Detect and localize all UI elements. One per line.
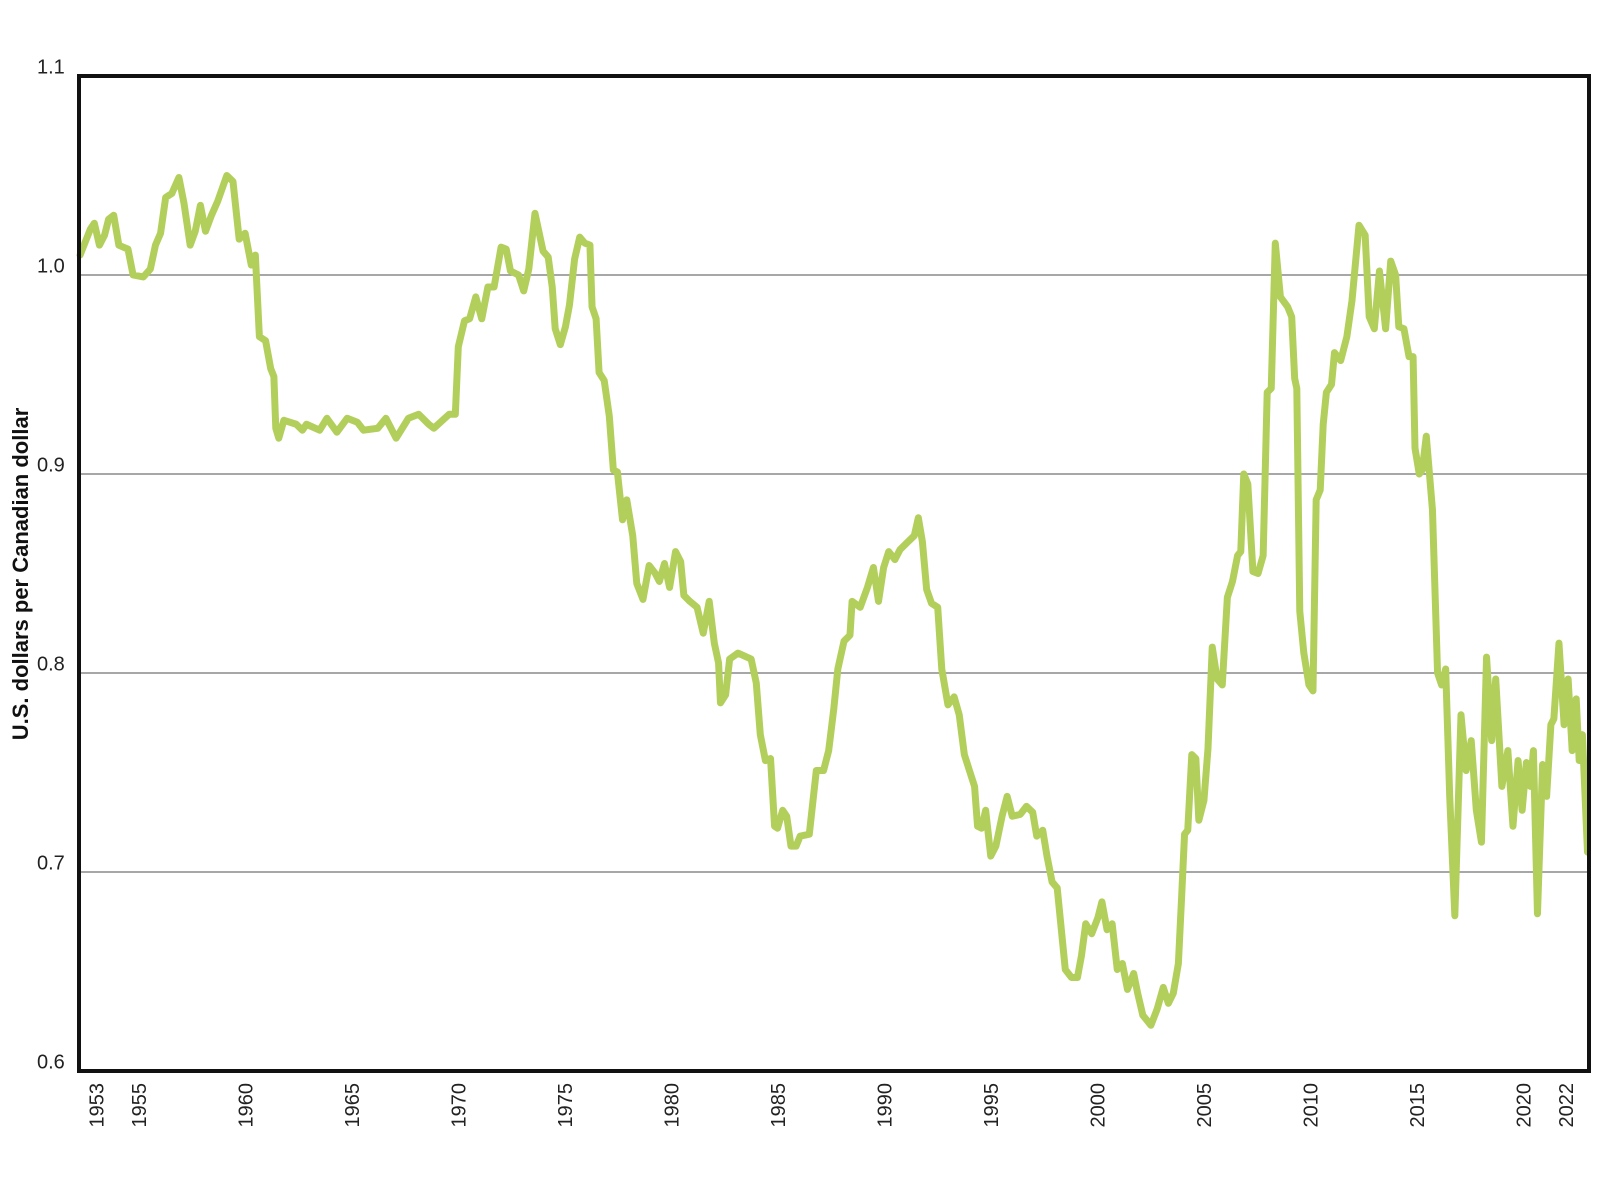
x-tick-label: 1995	[981, 1083, 1003, 1128]
y-axis-label: U.S. dollars per Canadian dollar	[8, 407, 33, 740]
y-tick-label: 0.8	[37, 653, 65, 675]
x-tick-label: 1975	[555, 1083, 577, 1128]
x-tick-label: 1990	[874, 1083, 896, 1128]
x-tick-label: 1955	[129, 1083, 151, 1128]
x-tick-label: 1970	[449, 1083, 471, 1128]
tick-labels: 0.6 0.7 0.8 0.9 1.0 1.1 1953 1955 1960 1965 1970 19…	[37, 56, 1578, 1127]
x-tick-label: 1980	[661, 1083, 683, 1128]
x-tick-label: 2020	[1513, 1083, 1535, 1128]
plot-area	[76, 172, 1592, 1029]
x-tick-label: 2010	[1300, 1083, 1322, 1128]
x-tick-label: 2005	[1194, 1083, 1216, 1128]
y-tick-label: 0.6	[37, 1051, 65, 1073]
x-tick-label: 1985	[768, 1083, 790, 1128]
x-tick-label: 1953	[86, 1083, 108, 1128]
y-tick-label: 0.7	[37, 852, 65, 874]
x-tick-label: 1960	[236, 1083, 258, 1128]
x-tick-label: 1965	[342, 1083, 364, 1128]
x-tick-label: 2015	[1407, 1083, 1429, 1128]
data-line	[76, 172, 1592, 1029]
x-tick-label: 2022	[1556, 1083, 1578, 1128]
plot-border	[77, 74, 1591, 1073]
x-tick-label: 2000	[1087, 1083, 1109, 1128]
y-tick-label: 1.0	[37, 255, 65, 277]
y-tick-label: 0.9	[37, 454, 65, 476]
y-tick-label: 1.1	[37, 56, 65, 78]
